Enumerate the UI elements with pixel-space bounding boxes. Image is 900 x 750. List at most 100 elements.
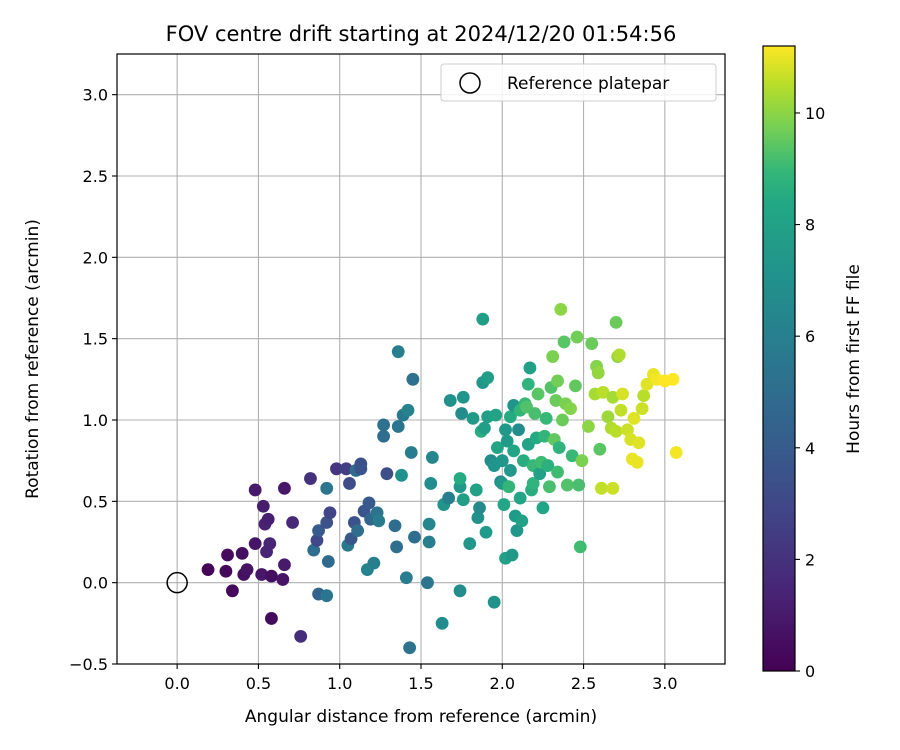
data-point [321, 555, 335, 568]
x-axis-ticks: 0.0 0.5 1.0 1.5 2.0 2.5 3.0 [164, 664, 678, 693]
data-point [601, 410, 615, 424]
data-point [538, 429, 551, 443]
y-tick-label: 1.0 [83, 411, 108, 430]
legend-entry-reference-platepar: Reference platepar [507, 74, 669, 94]
data-point [473, 501, 486, 515]
colorbar-tick-label: 0 [805, 662, 815, 681]
data-point [569, 379, 582, 393]
data-point [476, 312, 490, 326]
data-point [595, 481, 608, 495]
y-tick-label: 2.0 [83, 248, 108, 267]
data-point [453, 472, 467, 485]
data-point [616, 387, 629, 401]
data-point [546, 350, 560, 363]
data-point [609, 316, 623, 329]
data-point [443, 394, 457, 407]
x-tick-label: 3.0 [652, 674, 677, 693]
data-point [481, 371, 495, 385]
reference-point-marker [166, 571, 188, 594]
data-point [442, 491, 456, 505]
data-point [500, 434, 514, 448]
colorbar: 0 2 4 6 8 10 Hours from first FF file [762, 45, 864, 681]
data-point [278, 558, 291, 572]
data-point [552, 441, 566, 455]
data-point [621, 423, 634, 437]
data-point [591, 366, 605, 380]
data-point [528, 407, 542, 420]
data-point [606, 481, 620, 495]
data-point [256, 499, 270, 513]
data-point [491, 441, 504, 455]
data-point [497, 498, 511, 511]
data-point [510, 524, 524, 538]
data-point [640, 377, 654, 391]
data-point [570, 330, 584, 344]
data-point [466, 411, 480, 425]
colorbar-tick-label: 8 [805, 216, 815, 235]
data-point [632, 436, 646, 450]
data-point [422, 517, 436, 531]
data-point [533, 467, 547, 481]
legend: Reference platepar [440, 63, 717, 102]
data-point [226, 584, 239, 598]
data-point [478, 421, 491, 435]
data-point [372, 514, 386, 528]
data-point [637, 389, 651, 402]
x-tick-label: 1.5 [408, 674, 433, 693]
data-point [499, 423, 512, 437]
data-point [573, 540, 587, 554]
data-point [255, 568, 269, 581]
data-point [221, 548, 234, 562]
data-point [627, 411, 641, 425]
data-point [235, 546, 249, 560]
data-point [424, 477, 438, 490]
data-point [219, 564, 233, 578]
data-point [596, 385, 610, 399]
data-point [248, 483, 262, 497]
colorbar-gradient [762, 45, 796, 672]
data-point [408, 530, 421, 544]
data-point [543, 480, 556, 494]
data-point [556, 413, 569, 427]
data-point [502, 480, 516, 494]
data-point [403, 641, 417, 655]
data-point [380, 467, 394, 481]
colorbar-tick-label: 10 [805, 104, 825, 123]
y-axis-ticks: −0.5 0.0 0.5 1.0 1.5 2.0 2.5 3.0 [69, 86, 117, 674]
colorbar-tick-label: 2 [805, 550, 815, 569]
data-point [455, 407, 469, 420]
data-point [390, 540, 404, 554]
data-point [504, 464, 517, 477]
data-point [265, 569, 278, 583]
data-point [593, 442, 607, 456]
data-point [435, 616, 449, 630]
data-point [463, 537, 477, 551]
data-point [404, 446, 418, 459]
data-point [614, 403, 628, 417]
data-point [635, 402, 649, 416]
data-point [377, 418, 391, 432]
data-point [456, 390, 470, 404]
data-point [276, 573, 290, 586]
data-point [630, 455, 644, 469]
data-point [551, 465, 564, 479]
data-point [471, 511, 485, 524]
data-point [248, 537, 262, 551]
data-point [330, 462, 343, 476]
colorbar-ticks: 0 2 4 6 8 10 [795, 104, 825, 681]
y-tick-label: 0.5 [83, 492, 108, 511]
data-point [554, 302, 568, 316]
data-point [669, 446, 683, 459]
data-point [572, 478, 586, 492]
data-point [507, 444, 521, 458]
y-tick-label: 1.5 [83, 330, 108, 349]
data-point [422, 535, 436, 549]
y-tick-label: 3.0 [83, 86, 108, 105]
data-point [240, 563, 254, 577]
data-point [526, 477, 540, 490]
data-point [549, 394, 563, 407]
data-point [391, 345, 405, 359]
data-point [453, 584, 467, 598]
data-point [367, 556, 381, 570]
data-point [377, 429, 391, 443]
